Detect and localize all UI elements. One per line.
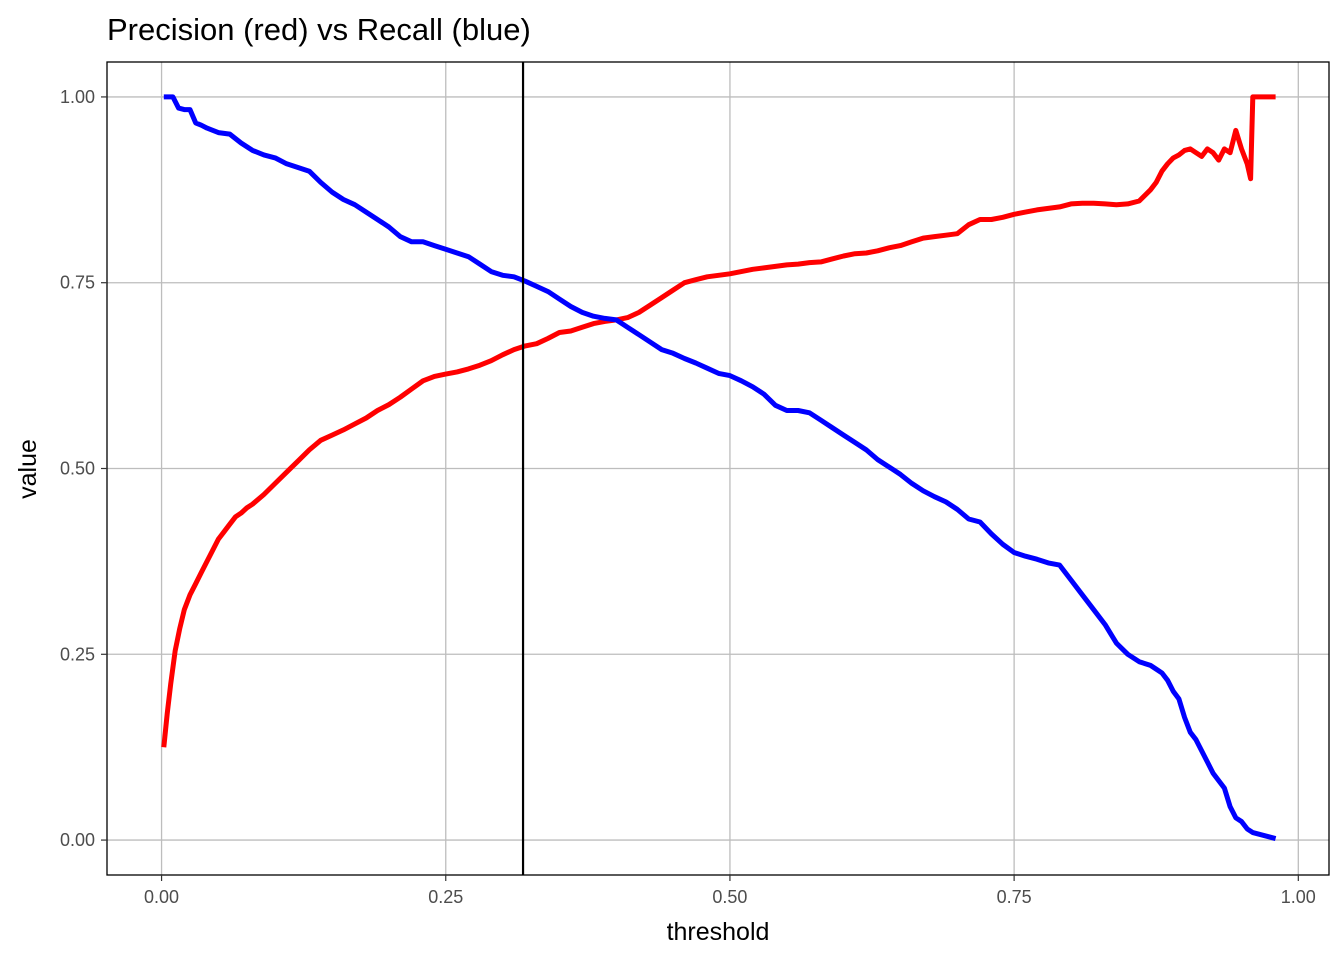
x-tick-label: 1.00 <box>1281 887 1316 907</box>
x-tick-label: 0.00 <box>144 887 179 907</box>
chart-title: Precision (red) vs Recall (blue) <box>107 12 531 47</box>
x-tick-label: 0.75 <box>997 887 1032 907</box>
precision-line <box>161 94 1276 748</box>
recall-line <box>163 94 1277 842</box>
series-layer <box>161 94 1277 842</box>
y-axis-title: value <box>14 439 42 499</box>
y-tick-label: 0.00 <box>60 830 95 850</box>
y-tick-label: 0.50 <box>60 459 95 479</box>
axes: 0.00 0.25 0.50 0.75 1.00 0.00 0.25 0.50 0.75 1.00 <box>60 87 1316 907</box>
grid <box>107 62 1329 875</box>
x-axis-title: threshold <box>667 918 770 946</box>
y-tick-label: 1.00 <box>60 87 95 107</box>
x-tick-label: 0.50 <box>712 887 747 907</box>
x-tick-label: 0.25 <box>428 887 463 907</box>
y-tick-label: 0.75 <box>60 273 95 293</box>
y-tick-label: 0.25 <box>60 644 95 664</box>
